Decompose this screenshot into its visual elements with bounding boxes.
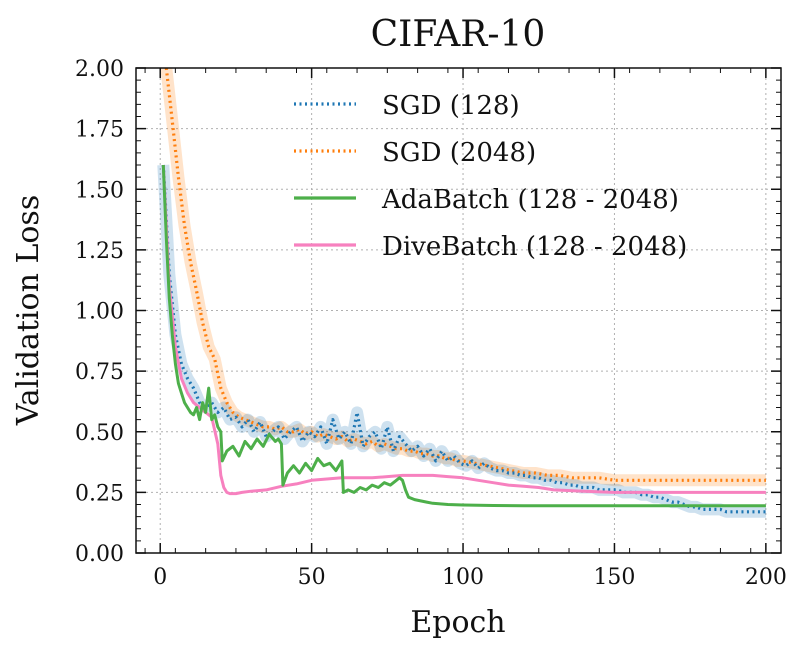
y-tick-label: 0.25 <box>75 481 124 506</box>
x-tick-label: 200 <box>745 565 787 590</box>
series-line <box>161 164 766 508</box>
chart-title: CIFAR-10 <box>371 14 546 55</box>
legend-label: SGD (2048) <box>382 138 536 168</box>
y-tick-label: 2.00 <box>75 57 124 82</box>
series-line <box>161 164 766 514</box>
y-tick-label: 0.75 <box>75 360 124 385</box>
tick-labels: 0 50 100 150 200 0.00 0.25 0.50 0.75 1.00 1.25 1.50… <box>75 57 787 590</box>
y-tick-label: 1.75 <box>75 118 124 143</box>
y-axis-label: Validation Loss <box>11 195 46 426</box>
y-tick-label: 1.25 <box>75 239 124 264</box>
x-tick-label: 100 <box>442 565 484 590</box>
y-tick-label: 1.00 <box>75 300 124 325</box>
y-tick-label: 0.50 <box>75 421 124 446</box>
series-line <box>164 68 766 482</box>
legend-label: DiveBatch (128 - 2048) <box>382 232 687 262</box>
x-tick-label: 0 <box>153 565 167 590</box>
y-tick-label: 1.50 <box>75 178 124 203</box>
x-tick-label: 150 <box>593 565 635 590</box>
x-tick-label: 50 <box>298 565 326 590</box>
legend-label: SGD (128) <box>382 91 520 121</box>
y-tick-label: 0.00 <box>75 542 124 567</box>
legend: SGD (128) SGD (2048) AdaBatch (128 - 2048)… <box>294 91 687 262</box>
x-axis-label: Epoch <box>410 605 505 640</box>
axis-ticks <box>136 67 782 554</box>
legend-label: AdaBatch (128 - 2048) <box>381 185 679 215</box>
grid-lines <box>136 67 781 554</box>
series-lines <box>161 68 766 514</box>
